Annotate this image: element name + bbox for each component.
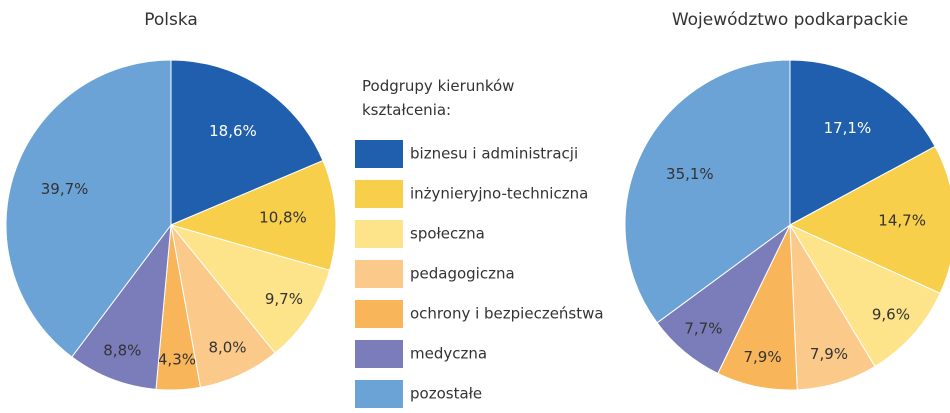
data-label: 7,9%	[810, 345, 848, 363]
pie-slice	[170, 59, 324, 226]
legend-title-box: Podgrupy kierunków kształcenia:	[362, 77, 515, 119]
pie-slice	[5, 59, 172, 358]
data-label: 9,7%	[265, 290, 303, 308]
data-label: 8,0%	[208, 338, 246, 356]
legend-label: pozostałe	[410, 385, 482, 403]
legend-swatch	[355, 180, 403, 208]
data-label: 10,8%	[259, 209, 307, 227]
chart-title: Województwo podkarpackie	[672, 10, 908, 30]
legend-swatch	[355, 220, 403, 248]
legend-swatch	[355, 140, 403, 168]
data-label: 9,6%	[872, 306, 910, 324]
legend-label: pedagogiczna	[410, 265, 515, 283]
data-label: 7,9%	[744, 348, 782, 366]
legend-swatch	[355, 300, 403, 328]
legend-label: medyczna	[410, 345, 487, 363]
pie-slice	[71, 223, 172, 390]
legend-swatch	[355, 260, 403, 288]
data-label: 39,7%	[41, 180, 89, 198]
data-label: 7,7%	[684, 319, 722, 337]
data-label: 18,6%	[209, 122, 257, 140]
pie-slice	[624, 59, 791, 324]
chart-title: Polska	[144, 10, 198, 30]
data-label: 35,1%	[666, 165, 714, 183]
pie-slice	[788, 145, 950, 295]
legend-swatch	[355, 380, 403, 408]
legend-swatch	[355, 340, 403, 368]
pie-slice	[169, 159, 337, 271]
pie-slice	[169, 224, 331, 354]
legend-label: biznesu i administracji	[410, 145, 578, 163]
data-label: 14,7%	[878, 212, 926, 230]
pie-slice	[788, 223, 941, 368]
legend-label: ochrony i bezpieczeństwa	[410, 305, 604, 323]
legend-title: Podgrupy kierunków kształcenia:	[362, 77, 515, 119]
data-label: 17,1%	[824, 119, 872, 137]
data-label: 4,3%	[158, 351, 196, 369]
legend-label: inżynieryjno-techniczna	[410, 185, 588, 203]
pie-slice	[789, 59, 936, 226]
data-label: 8,8%	[103, 342, 141, 360]
legend-label: społeczna	[410, 225, 485, 243]
